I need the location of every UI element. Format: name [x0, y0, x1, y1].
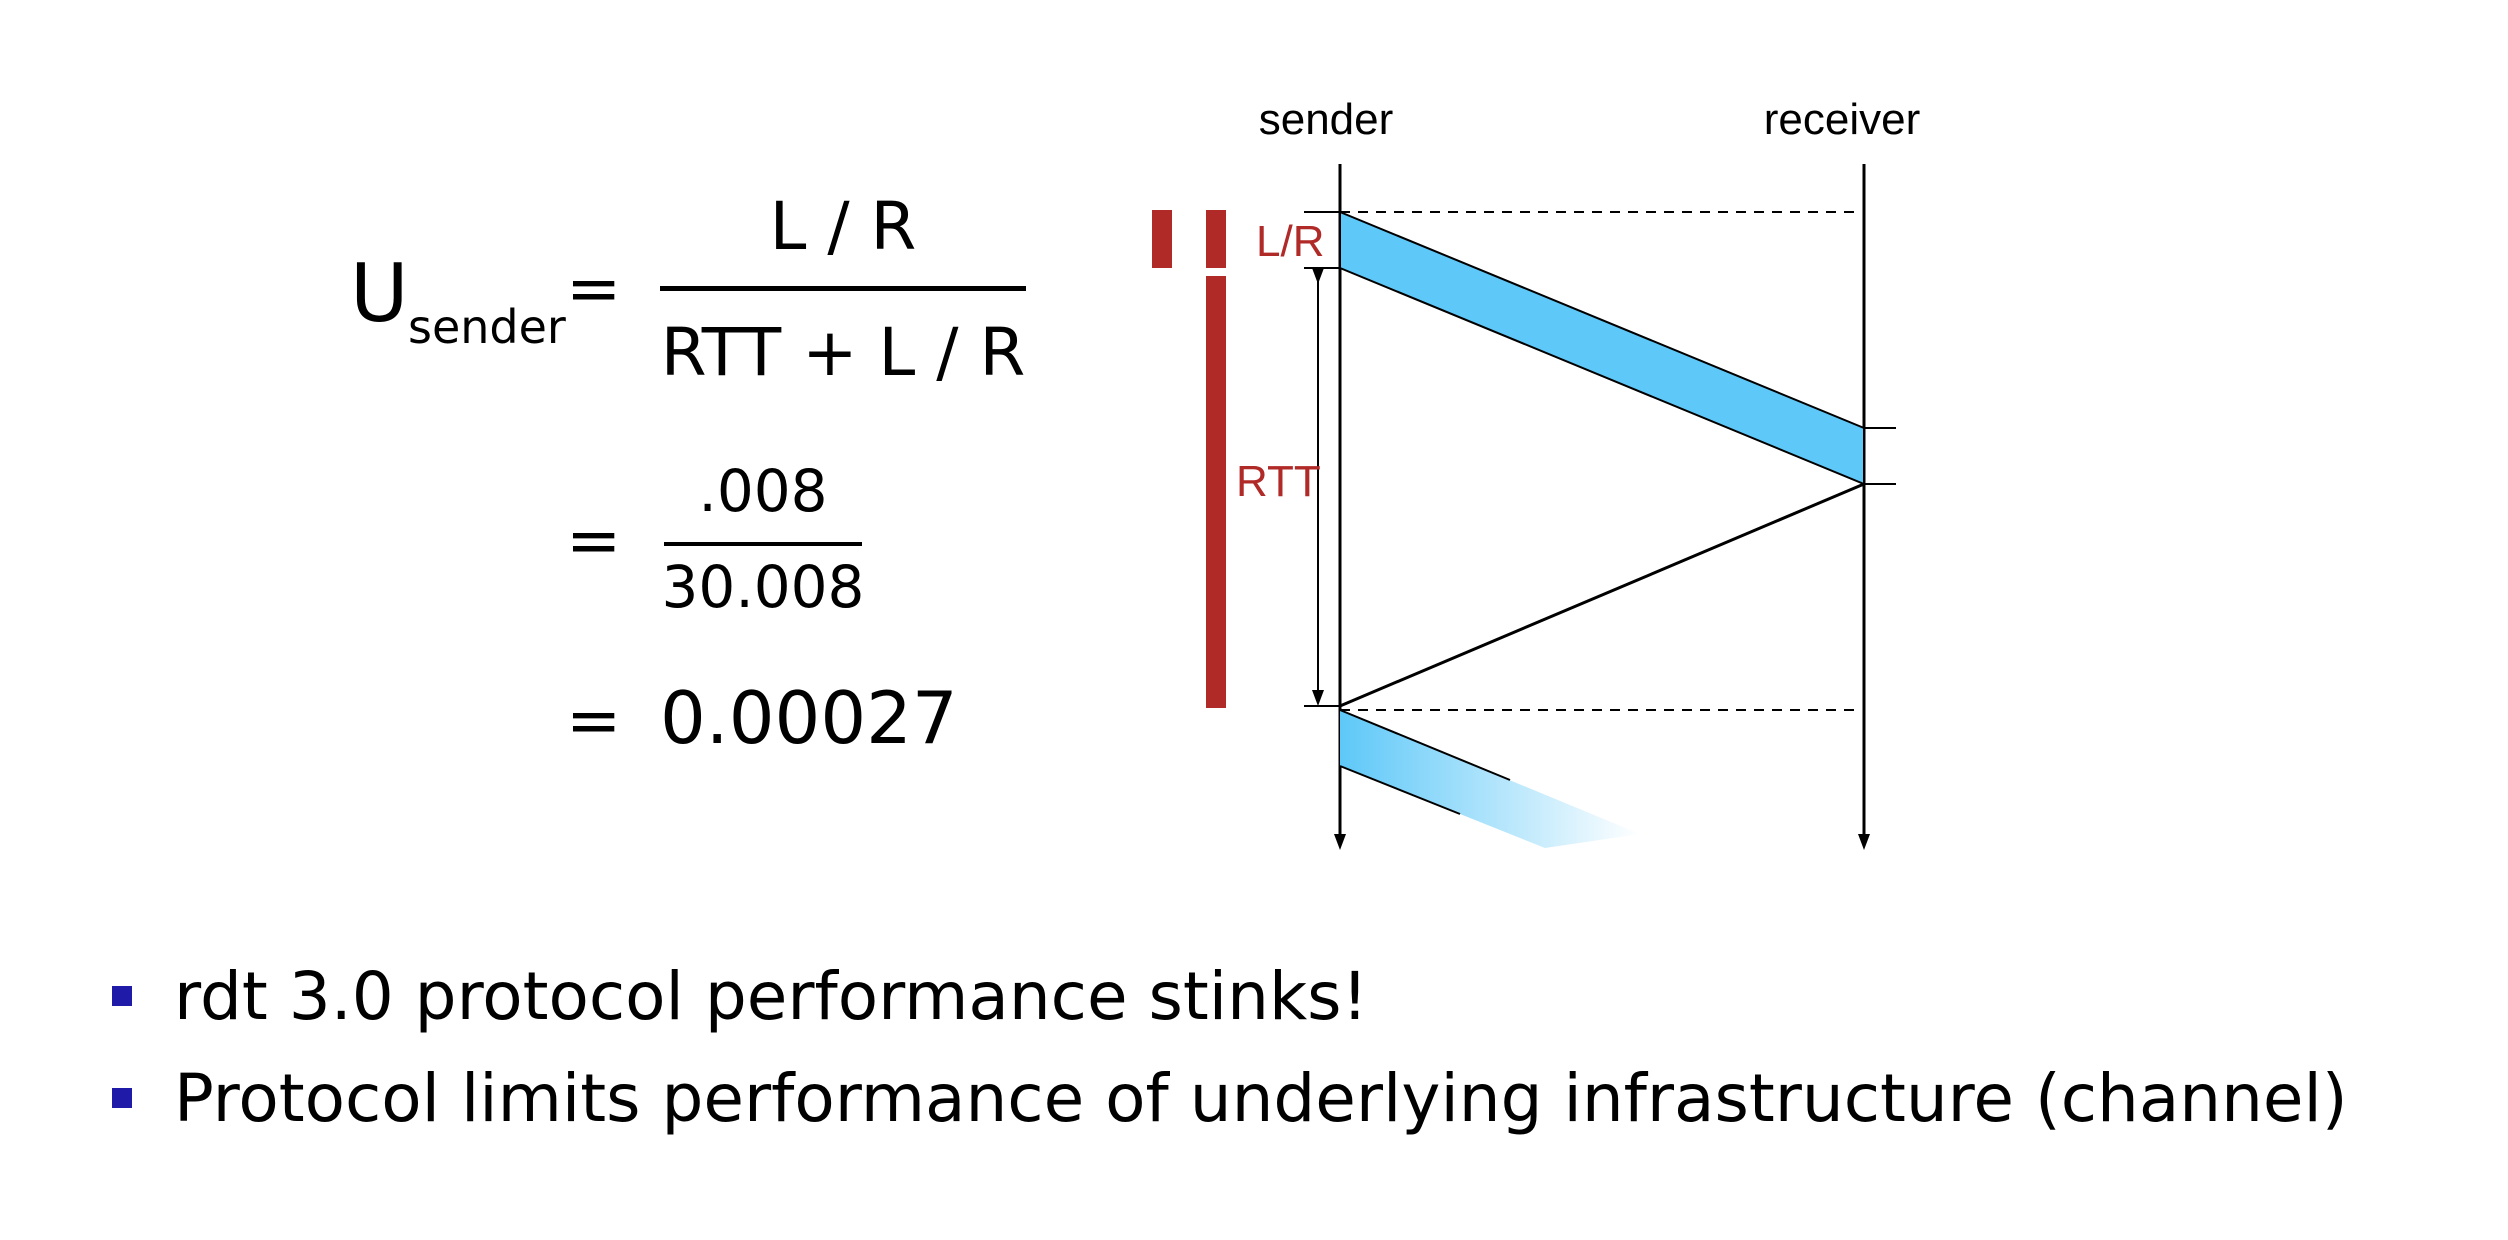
receiver-label: receiver	[1764, 95, 1921, 144]
next-packet-edge-top	[1339, 709, 1511, 781]
bullet-item: rdt 3.0 protocol performance stinks!	[112, 956, 1368, 1036]
bullet-square-icon	[112, 986, 132, 1006]
bullet-item: Protocol limits performance of underlyin…	[112, 1058, 2348, 1138]
formula-symbol: U	[350, 247, 409, 340]
cycle-time-bar-top	[1206, 210, 1226, 268]
lr-label: L/R	[1256, 217, 1324, 266]
fraction1-numerator: L / R	[769, 188, 917, 265]
next-packet-edge-bottom	[1339, 765, 1461, 815]
bullet-text: Protocol limits performance of underlyin…	[174, 1059, 2348, 1137]
fraction1-denominator: RTT + L / R	[660, 314, 1026, 391]
bullet-text: rdt 3.0 protocol performance stinks!	[174, 957, 1369, 1035]
fraction2-bar	[664, 542, 862, 546]
fraction2-numerator: .008	[698, 457, 828, 525]
next-packet-band	[1340, 710, 1640, 848]
fraction2-denominator: 30.008	[661, 553, 865, 621]
transmit-time-bar	[1152, 210, 1172, 268]
packet-band	[1339, 210, 1865, 486]
bullet-square-icon	[112, 1088, 132, 1108]
formula-subscript: sender	[408, 300, 566, 354]
formula-equals-3: =	[566, 682, 622, 759]
fraction1-bar	[660, 286, 1026, 291]
ack-line	[1339, 482, 1865, 708]
formula-equals-1: =	[566, 250, 622, 327]
formula-equals-2: =	[566, 502, 622, 579]
formula-result: 0.00027	[660, 676, 958, 760]
rtt-label: RTT	[1236, 457, 1321, 506]
cycle-time-bar	[1206, 276, 1226, 708]
timing-diagram: sender receiver L/R RTT	[1152, 95, 1921, 850]
sender-label: sender	[1259, 95, 1394, 144]
